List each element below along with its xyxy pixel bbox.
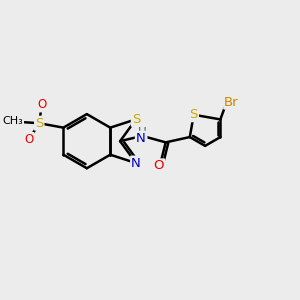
Text: S: S [35, 117, 44, 130]
Text: O: O [37, 98, 46, 112]
Text: S: S [132, 113, 140, 126]
Text: H: H [138, 126, 146, 139]
Text: S: S [190, 108, 198, 121]
Text: N: N [136, 132, 146, 145]
Text: N: N [131, 157, 141, 169]
Text: O: O [154, 159, 164, 172]
Text: O: O [24, 133, 34, 146]
Text: CH₃: CH₃ [2, 116, 23, 126]
Text: Br: Br [224, 96, 239, 109]
